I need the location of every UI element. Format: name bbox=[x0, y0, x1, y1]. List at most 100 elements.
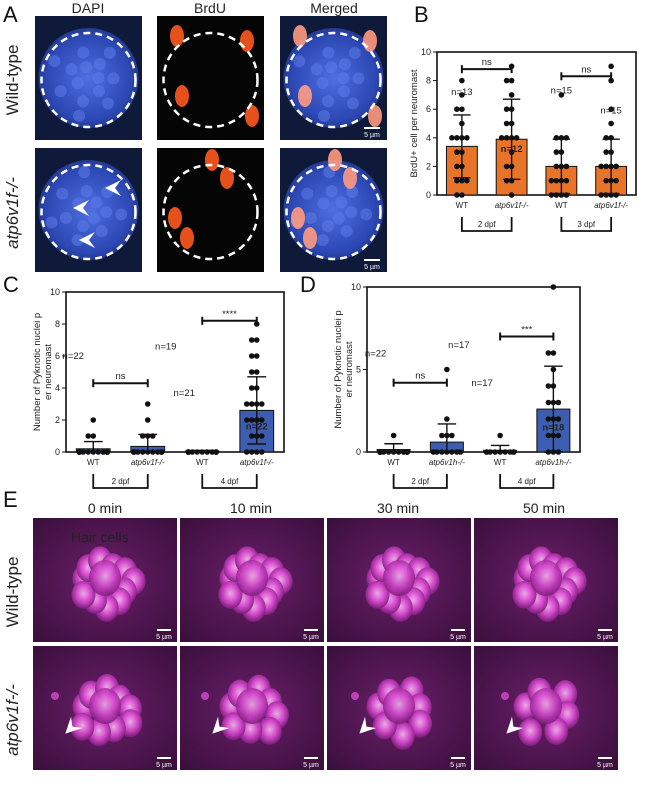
x-tick-label: atp6v1f-/- bbox=[594, 201, 628, 210]
data-point bbox=[545, 416, 552, 422]
y-tick-label: 6 bbox=[55, 351, 60, 361]
data-point bbox=[248, 449, 255, 455]
data-point bbox=[454, 177, 460, 184]
data-point bbox=[139, 449, 146, 455]
brdu-spot bbox=[368, 105, 382, 127]
timelapse-tile: 5 µm Hair cells bbox=[33, 518, 177, 642]
bar-chart-d: 0 5 10 Number of Pyknotic nuclei p er neurom… bbox=[333, 282, 581, 489]
data-point bbox=[550, 366, 557, 373]
data-point bbox=[90, 433, 97, 439]
data-point bbox=[510, 449, 517, 455]
brdu-spot bbox=[170, 25, 184, 47]
group-label: 2 dpf bbox=[478, 220, 497, 229]
hair-cell bbox=[390, 721, 415, 750]
data-point bbox=[258, 449, 265, 455]
timelapse-tile: 5 µm bbox=[474, 646, 618, 770]
scale-bar-label: 5 µm bbox=[597, 634, 613, 641]
data-point bbox=[459, 192, 465, 198]
brdu-spot bbox=[343, 167, 357, 189]
data-point bbox=[144, 417, 151, 423]
data-point bbox=[603, 163, 609, 170]
nucleus bbox=[340, 225, 353, 238]
nucleus bbox=[322, 220, 335, 233]
data-point bbox=[550, 432, 557, 439]
nucleus bbox=[338, 58, 351, 71]
nucleus bbox=[304, 212, 317, 225]
data-point bbox=[158, 449, 165, 455]
data-point bbox=[189, 449, 196, 455]
data-point bbox=[459, 149, 465, 155]
data-point bbox=[513, 135, 520, 141]
data-point bbox=[558, 177, 565, 184]
data-point bbox=[253, 337, 260, 343]
n-label: n=22 bbox=[246, 422, 268, 433]
data-point bbox=[550, 416, 557, 422]
data-point bbox=[80, 449, 87, 455]
panel-label-d: D bbox=[300, 272, 316, 297]
micrograph-tile bbox=[35, 16, 142, 140]
y-axis-label-line-1: Number of Pyknotic nuclei p bbox=[333, 310, 344, 428]
data-point bbox=[608, 149, 614, 155]
nucleus bbox=[322, 95, 335, 108]
data-point bbox=[459, 135, 465, 141]
x-tick-label: WT bbox=[494, 458, 507, 467]
data-point bbox=[144, 433, 151, 439]
data-point bbox=[439, 432, 445, 439]
y-axis-label-line-2: er neuromast bbox=[344, 341, 355, 397]
data-point bbox=[449, 432, 455, 439]
nucleus bbox=[100, 206, 113, 219]
scale-bar-label: 5 µm bbox=[597, 762, 613, 769]
x-tick-label: WT bbox=[196, 458, 209, 467]
neuromast-outline bbox=[285, 31, 382, 129]
apoptotic-fragment bbox=[501, 692, 509, 700]
apoptotic-fragment bbox=[351, 692, 359, 700]
data-point bbox=[454, 135, 460, 141]
nucleus bbox=[93, 85, 106, 98]
bar-chart-c: 0 2 4 6 8 10 Number of Pyknotic nuclei p er neu… bbox=[32, 287, 285, 489]
data-point bbox=[545, 449, 552, 455]
brdu-spot bbox=[303, 227, 317, 249]
data-point bbox=[548, 192, 555, 198]
n-label: n=17 bbox=[448, 340, 469, 351]
neuromast-outline bbox=[40, 31, 137, 129]
data-point bbox=[613, 192, 619, 198]
data-point bbox=[508, 135, 515, 141]
n-label: n=15 bbox=[551, 85, 572, 96]
nucleus bbox=[346, 185, 359, 198]
group-label: 2 dpf bbox=[112, 477, 131, 486]
nucleus bbox=[338, 85, 351, 98]
arrowhead-icon bbox=[506, 716, 524, 734]
data-point bbox=[204, 449, 211, 455]
hair-cell bbox=[383, 560, 415, 596]
data-point bbox=[199, 449, 206, 455]
data-point bbox=[213, 449, 219, 455]
data-point bbox=[558, 135, 565, 141]
data-point bbox=[508, 120, 515, 127]
data-point bbox=[76, 449, 83, 455]
nucleus bbox=[101, 97, 114, 110]
y-tick-label: 6 bbox=[426, 104, 431, 114]
y-tick-label: 0 bbox=[356, 447, 361, 457]
data-point bbox=[553, 135, 560, 141]
brdu-spot bbox=[363, 30, 377, 52]
nucleus bbox=[301, 187, 314, 200]
y-tick-label: 10 bbox=[50, 287, 60, 297]
data-point bbox=[503, 177, 510, 184]
data-point bbox=[483, 449, 490, 455]
row-label-e-wild-type: Wild-type bbox=[3, 557, 22, 628]
data-point bbox=[553, 192, 560, 198]
y-tick-label: 0 bbox=[55, 447, 60, 457]
data-point bbox=[194, 449, 201, 455]
data-point bbox=[248, 433, 255, 439]
arrowhead-icon bbox=[73, 200, 89, 216]
nucleus bbox=[352, 72, 365, 85]
data-point bbox=[608, 63, 614, 70]
nucleus bbox=[346, 97, 359, 110]
nucleus bbox=[77, 46, 90, 59]
n-label: n=18 bbox=[542, 423, 564, 434]
x-tick-label: atp6v1h-/- bbox=[429, 458, 465, 467]
hair-cell bbox=[89, 560, 121, 596]
scale-bar-label: 5 µm bbox=[450, 762, 466, 769]
data-point bbox=[603, 192, 609, 198]
data-point bbox=[503, 120, 510, 127]
